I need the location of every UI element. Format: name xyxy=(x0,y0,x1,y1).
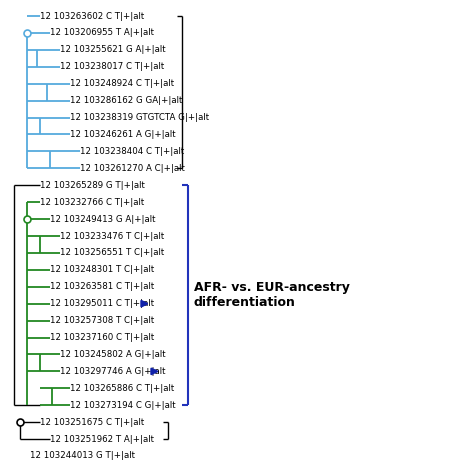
Text: 12 103286162 G GA|+|alt: 12 103286162 G GA|+|alt xyxy=(70,96,182,105)
Text: 12 103238319 GTGTCTA G|+|alt: 12 103238319 GTGTCTA G|+|alt xyxy=(70,113,209,122)
Text: 12 103246261 A G|+|alt: 12 103246261 A G|+|alt xyxy=(70,130,176,139)
Text: 12 103295011 C T|+|alt: 12 103295011 C T|+|alt xyxy=(50,299,154,308)
Text: 12 103206955 T A|+|alt: 12 103206955 T A|+|alt xyxy=(50,28,154,37)
Text: 12 103255621 G A|+|alt: 12 103255621 G A|+|alt xyxy=(60,46,165,55)
Text: 12 103263602 C T|+|alt: 12 103263602 C T|+|alt xyxy=(40,11,144,20)
Text: 12 103251962 T A|+|alt: 12 103251962 T A|+|alt xyxy=(50,435,154,444)
Text: 12 103261270 A C|+|alt: 12 103261270 A C|+|alt xyxy=(80,164,185,173)
Text: 12 103245802 A G|+|alt: 12 103245802 A G|+|alt xyxy=(60,350,165,359)
Text: 12 103251675 C T|+|alt: 12 103251675 C T|+|alt xyxy=(40,418,144,427)
Text: 12 103238404 C T|+|alt: 12 103238404 C T|+|alt xyxy=(80,147,184,156)
Text: 12 103257308 T C|+|alt: 12 103257308 T C|+|alt xyxy=(50,316,154,325)
Text: 12 103248924 C T|+|alt: 12 103248924 C T|+|alt xyxy=(70,79,174,88)
Text: 12 103263581 C T|+|alt: 12 103263581 C T|+|alt xyxy=(50,283,154,291)
Text: 12 103248301 T C|+|alt: 12 103248301 T C|+|alt xyxy=(50,265,154,274)
Text: 12 103233476 T C|+|alt: 12 103233476 T C|+|alt xyxy=(60,231,164,240)
Text: AFR- vs. EUR-ancestry
differentiation: AFR- vs. EUR-ancestry differentiation xyxy=(194,281,350,309)
Text: 12 103256551 T C|+|alt: 12 103256551 T C|+|alt xyxy=(60,248,164,257)
Text: 12 103273194 C G|+|alt: 12 103273194 C G|+|alt xyxy=(70,401,176,410)
Text: 12 103265886 C T|+|alt: 12 103265886 C T|+|alt xyxy=(70,384,174,393)
Text: 12 103244013 G T|+|alt: 12 103244013 G T|+|alt xyxy=(30,452,135,461)
Text: 12 103238017 C T|+|alt: 12 103238017 C T|+|alt xyxy=(60,62,164,71)
Text: 12 103237160 C T|+|alt: 12 103237160 C T|+|alt xyxy=(50,333,154,342)
Text: 12 103265289 G T|+|alt: 12 103265289 G T|+|alt xyxy=(40,181,145,190)
Text: 12 103232766 C T|+|alt: 12 103232766 C T|+|alt xyxy=(40,198,144,207)
Text: 12 103249413 G A|+|alt: 12 103249413 G A|+|alt xyxy=(50,215,155,224)
Text: 12 103297746 A G|+|alt: 12 103297746 A G|+|alt xyxy=(60,367,165,376)
